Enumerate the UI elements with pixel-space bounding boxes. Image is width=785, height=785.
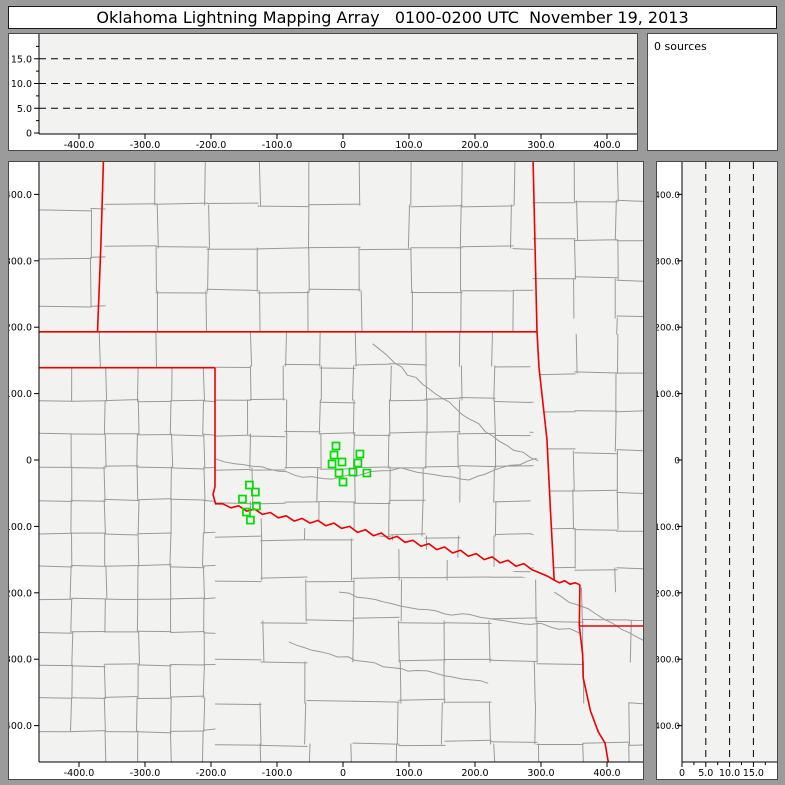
plan-view-map-panel[interactable]: -400.0 -300.0 -200.0 -100.0 0 100.0 200.0 300.0…: [8, 161, 644, 780]
lma-station-marker: [334, 468, 344, 478]
lma-station-marker: [337, 457, 347, 467]
x-tick-label: -100.0: [262, 140, 293, 151]
lma-station-marker: [329, 450, 339, 460]
x-tick-label: 10.0: [719, 768, 740, 779]
map-layers: [39, 162, 643, 762]
x-tick-label: 400.0: [593, 768, 620, 779]
plan-view-map-plot: -400.0 -300.0 -200.0 -100.0 0 100.0 200.0 300.0…: [9, 162, 643, 779]
lma-station-marker: [238, 494, 247, 504]
source-count-label: 0 sources: [654, 40, 707, 53]
river-lines: [214, 343, 643, 684]
lma-station-marker: [246, 515, 255, 525]
x-tick-label: 100.0: [395, 140, 422, 151]
x-tick-label: 0: [340, 768, 346, 779]
y-tick-label: 0: [26, 456, 32, 467]
lma-station-marker: [245, 480, 254, 490]
altitude-eastwest-panel[interactable]: 0 5.0 10.0 15.0 -400.0 -300.0 -200.0 -100.0 0 100…: [8, 33, 638, 151]
x-tick-label: 0: [679, 768, 685, 779]
x-tick-label: 200.0: [461, 140, 488, 151]
y-tick-label: -300.0: [8, 655, 32, 666]
y-tick-label: 15.0: [11, 54, 32, 65]
x-tick-label: 0: [340, 140, 346, 151]
lma-station-marker: [242, 507, 251, 517]
y-tick-label: 100.0: [656, 390, 680, 400]
lma-station-marker: [251, 487, 260, 497]
lma-station-marker: [362, 468, 372, 478]
map-plot-background: [39, 162, 643, 762]
x-tick-label: -200.0: [196, 768, 227, 779]
x-tick-label: -300.0: [130, 140, 161, 151]
x-tick-label: -300.0: [130, 768, 161, 779]
y-tick-label: 300.0: [8, 256, 32, 267]
lma-station-marker: [331, 441, 341, 451]
y-tick-label: -200.0: [8, 588, 32, 599]
x-tick-label: 300.0: [527, 140, 554, 151]
lma-station-marker: [353, 458, 363, 468]
altitude-gridlines: [39, 58, 637, 109]
y-tick-label: 10.0: [11, 79, 32, 90]
y-tick-label: 100.0: [8, 389, 32, 400]
lma-stations: [238, 441, 372, 525]
altitude-northsouth-panel[interactable]: 400.0 300.0 200.0 100.0 0 -100.0 -200.0 -300.0 -…: [656, 161, 778, 780]
y-tick-label: 400.0: [656, 191, 680, 201]
page-title: Oklahoma Lightning Mapping Array 0100-02…: [96, 8, 689, 27]
y-tick-label: -100.0: [656, 523, 680, 533]
altitude-northsouth-plot: 400.0 300.0 200.0 100.0 0 -100.0 -200.0 -300.0 -…: [657, 162, 777, 779]
x-tick-label: 15.0: [743, 768, 764, 779]
county-lines: [39, 162, 643, 762]
lma-station-marker: [338, 477, 348, 487]
lma-station-marker: [252, 501, 261, 511]
source-count-panel: 0 sources: [647, 33, 778, 151]
x-tick-label: 100.0: [395, 768, 422, 779]
lma-station-marker: [355, 449, 365, 459]
x-tick-label: -100.0: [262, 768, 293, 779]
x-tick-label: 5.0: [698, 768, 713, 779]
y-tick-label: -400.0: [8, 721, 32, 732]
axes: [34, 34, 637, 139]
y-tick-label: 200.0: [656, 324, 680, 334]
altitude-gridlines: [705, 162, 754, 762]
y-tick-label: 200.0: [8, 323, 32, 334]
y-tick-label: -400.0: [656, 722, 680, 732]
lma-station-marker: [348, 467, 358, 477]
map-axes: [34, 162, 643, 767]
x-tick-label: 300.0: [527, 768, 554, 779]
axes: [677, 162, 777, 767]
x-tick-label: 200.0: [461, 768, 488, 779]
lma-station-marker: [327, 459, 337, 469]
y-tick-label: -300.0: [656, 656, 680, 666]
x-tick-label: -400.0: [64, 140, 95, 151]
y-tick-label: -100.0: [8, 522, 32, 533]
y-tick-label: -200.0: [656, 589, 680, 599]
x-tick-label: 400.0: [593, 140, 620, 151]
y-tick-label: 300.0: [656, 257, 680, 267]
y-tick-label: 0: [26, 129, 32, 140]
x-tick-label: -200.0: [196, 140, 227, 151]
y-tick-label: 400.0: [8, 190, 32, 201]
x-tick-label: -400.0: [64, 768, 95, 779]
state-borders: [39, 162, 643, 762]
altitude-eastwest-plot: 0 5.0 10.0 15.0 -400.0 -300.0 -200.0 -100.0 0 100…: [11, 34, 637, 151]
y-tick-label: 0: [674, 457, 680, 467]
y-tick-label: 5.0: [17, 104, 32, 115]
title-bar: Oklahoma Lightning Mapping Array 0100-02…: [8, 6, 777, 29]
